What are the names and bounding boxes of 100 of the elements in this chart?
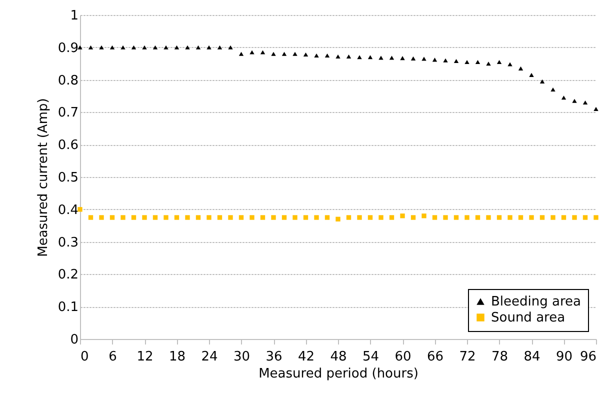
point (206, 45, 212, 50)
point (196, 45, 201, 50)
point (540, 79, 545, 84)
point (99, 45, 104, 50)
x-tick-label: 42 (298, 350, 315, 364)
point (486, 62, 491, 66)
point (164, 45, 168, 50)
point (217, 215, 222, 220)
point (518, 215, 524, 220)
point (594, 106, 598, 111)
point (561, 96, 566, 100)
point (410, 215, 416, 220)
point (217, 45, 222, 50)
point (88, 45, 94, 50)
x-tick-label: 0 (80, 350, 89, 364)
point (464, 60, 470, 64)
point (185, 215, 190, 220)
point (164, 215, 168, 220)
point (174, 45, 180, 50)
point (496, 215, 502, 220)
x-tick-label: 48 (330, 350, 347, 364)
x-tick-label: 18 (168, 350, 186, 364)
x-tick-label: 36 (266, 350, 282, 364)
point (142, 215, 147, 220)
x-tick-label: 24 (201, 350, 218, 364)
point (561, 215, 566, 220)
point (282, 52, 287, 56)
point (432, 215, 438, 220)
point (78, 207, 82, 212)
x-tick-label: 96 (580, 350, 596, 364)
point (228, 215, 233, 220)
point (99, 215, 104, 220)
point (185, 45, 190, 50)
point (131, 45, 136, 50)
point (389, 215, 394, 220)
y-tick-label: 0.7 (58, 106, 78, 121)
point (357, 215, 362, 220)
point (314, 215, 319, 220)
point (271, 52, 276, 56)
y-tick-label: 0.6 (58, 138, 78, 154)
point (110, 45, 115, 50)
point (518, 66, 524, 70)
point (292, 215, 298, 220)
point (292, 52, 298, 56)
point (131, 215, 136, 220)
point (475, 60, 480, 64)
point (582, 100, 588, 105)
point (443, 58, 448, 62)
point (346, 215, 352, 220)
point (529, 72, 534, 77)
point (464, 215, 470, 220)
point (336, 54, 340, 59)
point (400, 56, 405, 60)
point (454, 58, 459, 64)
point (475, 215, 480, 220)
point (303, 215, 308, 220)
point (120, 45, 126, 50)
x-tick-label: 60 (394, 350, 412, 364)
point (120, 215, 126, 220)
x-tick-label: 84 (524, 350, 540, 364)
y-tick-label: 1 (70, 8, 78, 24)
point (78, 45, 82, 50)
point (454, 215, 459, 220)
point (250, 50, 254, 54)
legend-label: Bleeding area (491, 294, 582, 310)
point (550, 87, 556, 92)
point (508, 215, 512, 220)
point (357, 55, 362, 60)
x-tick-label: 12 (136, 350, 154, 364)
point (282, 215, 287, 220)
point (206, 215, 212, 220)
point (152, 45, 158, 50)
x-tick-label: 72 (459, 350, 476, 364)
point (314, 53, 319, 58)
point (152, 215, 158, 220)
point (486, 215, 491, 220)
point (594, 215, 598, 220)
point (271, 215, 276, 220)
point (368, 55, 373, 60)
y-tick-label: 0.2 (58, 268, 78, 283)
point (196, 215, 201, 220)
point (422, 56, 426, 61)
point (368, 215, 373, 220)
legend-label: Sound area (491, 310, 566, 326)
y-tick-label: 0.1 (58, 300, 78, 316)
y-tick-label: 0.8 (58, 73, 78, 88)
x-tick-label: 30 (233, 350, 250, 364)
point (496, 60, 502, 64)
point (422, 214, 426, 218)
y-tick-label: 0.4 (58, 202, 78, 218)
y-tick-label: 0.5 (58, 170, 78, 186)
point (572, 215, 577, 220)
point (378, 56, 384, 60)
x-tick-label: 66 (426, 350, 444, 364)
point (324, 53, 330, 58)
y-axis-title: Measured current (Amp) (36, 98, 51, 257)
point (250, 215, 254, 220)
point (336, 216, 340, 222)
x-tick-label: 54 (362, 350, 380, 364)
point (260, 50, 266, 54)
